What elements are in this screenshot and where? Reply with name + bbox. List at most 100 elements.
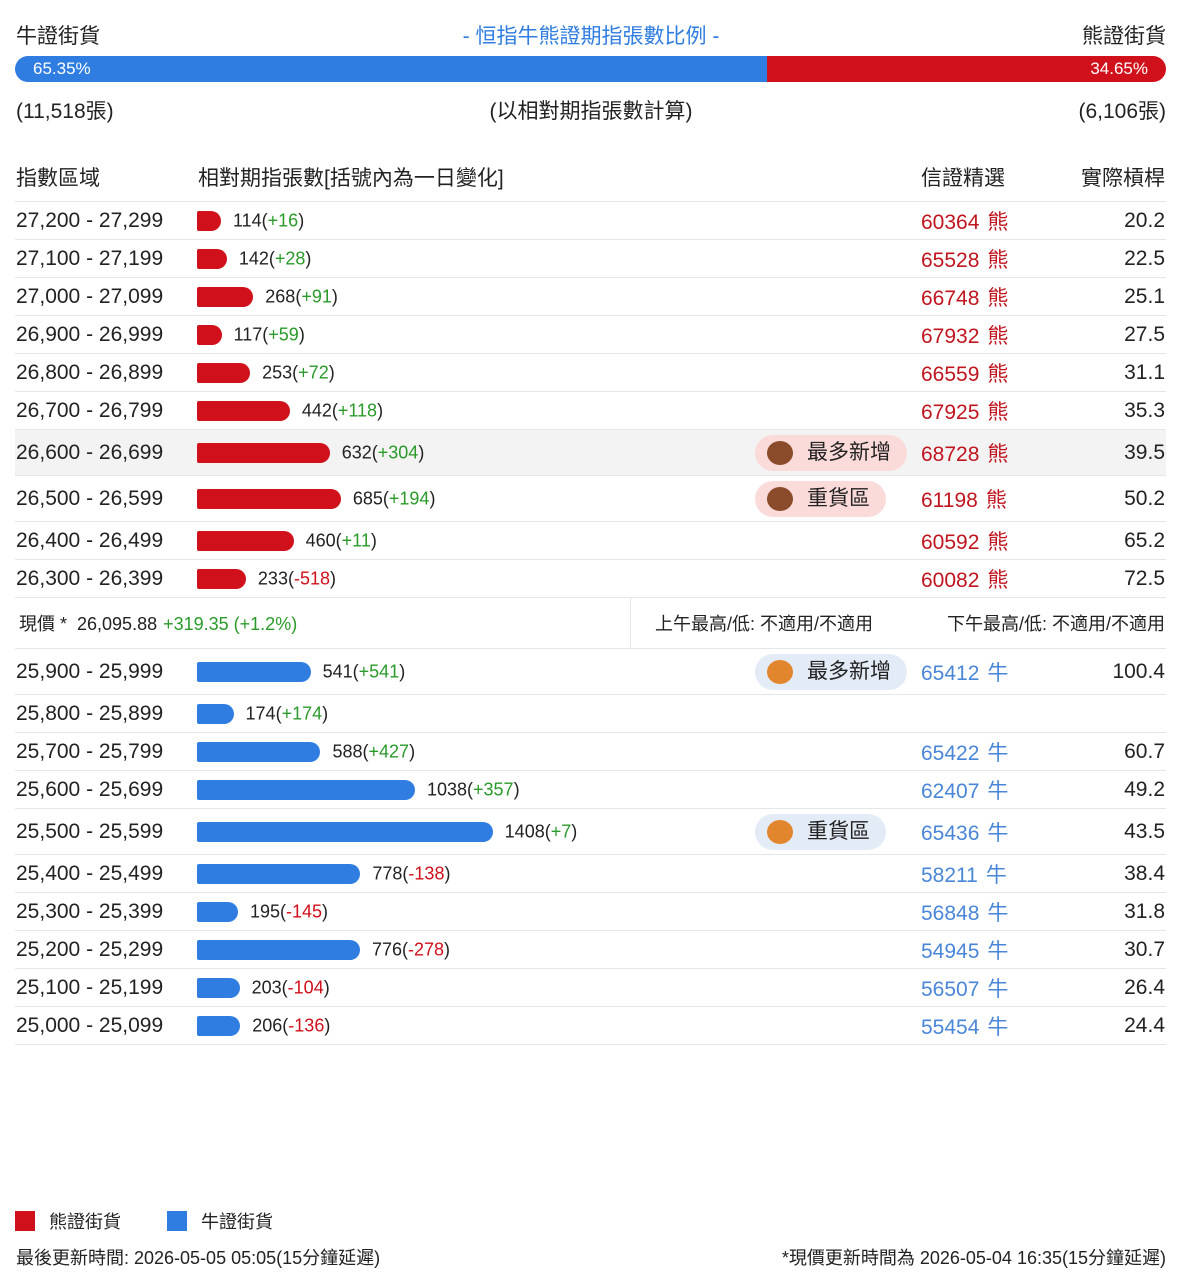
code: 60364 熊 [921, 206, 1008, 236]
range: 26,400 - 26,499 [16, 528, 164, 552]
code: 60082 熊 [921, 564, 1008, 594]
bar [197, 741, 321, 762]
bull-pct: 65.35% [33, 59, 91, 78]
bar [197, 863, 361, 884]
bar [197, 568, 246, 589]
legend-swatch [167, 1211, 187, 1231]
code: 54945 牛 [921, 935, 1008, 965]
change: +11 [336, 530, 377, 550]
leverage: 27.5 [1124, 322, 1165, 346]
range: 26,600 - 26,699 [16, 440, 164, 464]
leverage: 50.2 [1124, 486, 1165, 510]
range: 25,200 - 25,299 [16, 937, 164, 961]
code: 56848 牛 [921, 897, 1008, 927]
price-change: +319.35 (+1.2%) [163, 614, 298, 634]
range: 25,100 - 25,199 [16, 975, 164, 999]
tag-text: 重貨區 [807, 819, 870, 843]
range: 25,600 - 25,699 [16, 777, 164, 801]
range: 25,700 - 25,799 [16, 739, 164, 763]
note: (以相對期指張數計算) [489, 100, 693, 123]
count-text: 174+174 [246, 703, 329, 724]
change: +16 [262, 210, 305, 230]
kind: 熊 [987, 530, 1009, 554]
leverage: 22.5 [1124, 246, 1165, 270]
count: 117 [233, 324, 263, 344]
tag-icon [767, 819, 793, 844]
range: 25,400 - 25,499 [16, 861, 164, 885]
kind: 熊 [985, 488, 1007, 512]
bar [197, 1015, 241, 1036]
count-text: 632+304 [342, 442, 425, 463]
bar [197, 779, 415, 800]
leverage: 35.3 [1124, 398, 1165, 422]
count-text: 268+91 [265, 286, 338, 307]
bar [197, 324, 222, 345]
row: 26,300 - 26,399 233-518 60082 熊 72.5 [15, 560, 1166, 598]
count-text: 195-145 [250, 901, 328, 922]
code-num: 67932 [921, 324, 980, 348]
legend-swatch [15, 1211, 35, 1231]
kind: 牛 [985, 863, 1007, 887]
kind: 牛 [987, 821, 1009, 845]
count-text: 442+118 [302, 400, 383, 421]
kind: 牛 [987, 779, 1009, 803]
count: 442 [301, 400, 332, 420]
code: 68728 熊 [921, 438, 1008, 468]
change: +28 [269, 248, 312, 268]
code-num: 58211 [921, 863, 978, 887]
range: 27,100 - 27,199 [16, 246, 164, 270]
count: 778 [372, 863, 403, 883]
count-text: 588+427 [332, 741, 415, 762]
separator [630, 598, 631, 648]
code-num: 55454 [921, 1015, 980, 1039]
row: 26,900 - 26,999 117+59 67932 熊 27.5 [15, 316, 1166, 354]
count-text: 142+28 [239, 248, 312, 269]
kind: 熊 [987, 362, 1009, 386]
leverage: 31.8 [1124, 899, 1165, 923]
count: 632 [341, 442, 372, 462]
kind: 牛 [987, 939, 1009, 963]
change: -145 [280, 901, 328, 921]
bar [197, 530, 294, 551]
code: 67925 熊 [921, 396, 1008, 426]
range: 25,800 - 25,899 [16, 701, 164, 725]
range: 26,300 - 26,399 [16, 566, 164, 590]
count: 460 [305, 530, 336, 550]
leverage: 49.2 [1124, 777, 1165, 801]
code-num: 65528 [921, 248, 980, 272]
change: +59 [262, 324, 305, 344]
code: 65436 牛 [921, 817, 1008, 847]
bar [197, 362, 251, 383]
change: +91 [295, 286, 338, 306]
row: 25,700 - 25,799 588+427 65422 牛 60.7 [15, 733, 1166, 771]
code: 58211 牛 [921, 859, 1007, 889]
code: 66559 熊 [921, 358, 1008, 388]
code-num: 65436 [921, 821, 980, 845]
code: 61198 熊 [921, 484, 1007, 514]
count: 588 [332, 741, 363, 761]
range: 27,200 - 27,299 [16, 208, 164, 232]
range: 25,500 - 25,599 [16, 819, 164, 843]
count: 114 [232, 210, 262, 230]
bar [197, 821, 493, 842]
count: 685 [352, 488, 383, 508]
bar [197, 488, 341, 509]
kind: 熊 [987, 210, 1009, 234]
bull-count: (11,518張) [16, 100, 114, 123]
code-num: 56507 [921, 977, 980, 1001]
row: 27,100 - 27,199 142+28 65528 熊 22.5 [15, 240, 1166, 278]
code: 60592 熊 [921, 526, 1008, 556]
bar [197, 442, 330, 463]
pm-range: 下午最高/低: 不適用/不適用 [946, 614, 1165, 634]
bar [197, 248, 227, 269]
bar [197, 286, 254, 307]
leverage: 20.2 [1124, 208, 1165, 232]
row: 27,200 - 27,299 114+16 60364 熊 20.2 [15, 202, 1166, 240]
legend: 熊證街貨 牛證街貨 [15, 1208, 273, 1234]
code: 66748 熊 [921, 282, 1008, 312]
code: 65528 熊 [921, 244, 1008, 274]
change: -138 [402, 863, 450, 883]
tag: 最多新增 [755, 653, 907, 690]
change: +7 [545, 821, 578, 841]
